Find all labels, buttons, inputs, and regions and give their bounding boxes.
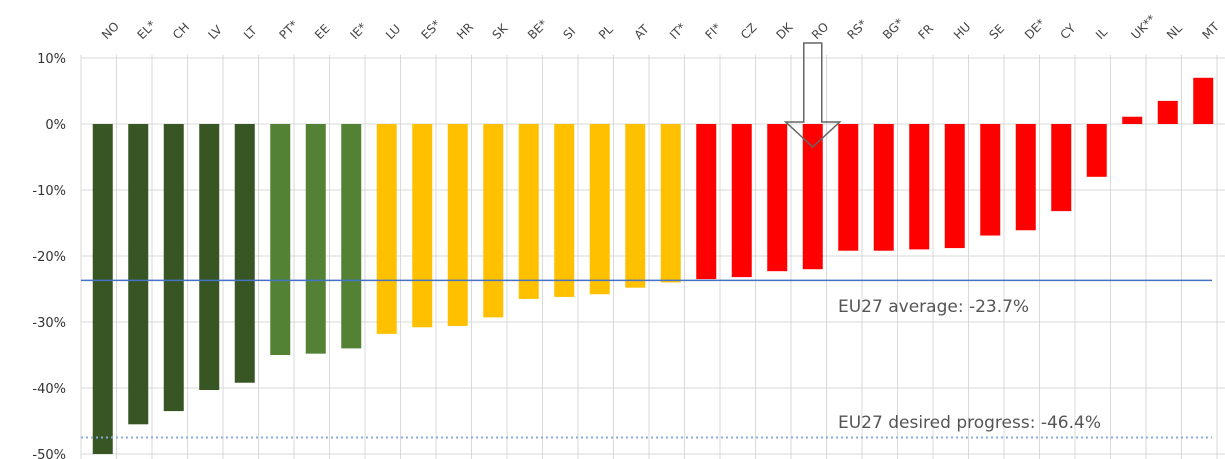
y-tick-label: 0%: [45, 118, 66, 133]
x-tick-label: DK: [773, 19, 796, 42]
bar: [341, 124, 362, 349]
bar: [625, 124, 646, 288]
bar: [199, 124, 220, 390]
bar: [234, 124, 255, 383]
bar: [1015, 124, 1036, 231]
bar: [1157, 100, 1178, 124]
x-tick-label: SI: [560, 24, 578, 42]
x-tick-label: FR: [915, 21, 936, 42]
x-tick-label: MT: [1199, 19, 1222, 42]
bar: [376, 124, 397, 334]
x-tick-label: BG*: [880, 16, 906, 42]
reference-lines: [81, 279, 1212, 439]
x-tick-label: IT*: [667, 20, 689, 42]
x-tick-label: CH: [170, 20, 192, 42]
x-tick-label: PL: [596, 22, 616, 42]
x-tick-label: EE: [312, 21, 333, 42]
x-tick-label: RO: [809, 20, 831, 42]
bar: [163, 124, 184, 412]
y-axis-ticks: 10% 0% -10% -20% -30% -40% -50%: [32, 52, 66, 459]
x-tick-label: LU: [383, 22, 403, 42]
reference-line-label: EU27 average: -23.7%: [838, 297, 1029, 317]
x-tick-label: HU: [951, 20, 973, 42]
bar: [873, 124, 894, 251]
x-tick-label: RS*: [844, 17, 869, 42]
x-tick-label: CY: [1057, 21, 1078, 42]
bar: [944, 124, 965, 249]
bar: [447, 124, 468, 326]
x-tick-label: IE*: [347, 20, 369, 42]
bar: [1193, 77, 1214, 124]
bar: [660, 124, 681, 283]
bar: [1122, 116, 1143, 124]
x-tick-label: PT*: [276, 18, 300, 42]
x-tick-label: LV: [205, 22, 225, 42]
x-tick-label: SK: [489, 20, 511, 42]
x-tick-label: UK**: [1128, 12, 1158, 42]
down-arrow-icon-shape: [783, 42, 842, 149]
y-tick-label: -20%: [32, 250, 66, 265]
x-tick-label: HR: [454, 20, 476, 42]
x-tick-label: BE*: [525, 17, 550, 42]
bar: [305, 124, 326, 354]
bar: [1086, 124, 1107, 177]
bar: [802, 124, 823, 270]
x-tick-label: ES*: [418, 17, 443, 42]
x-tick-label: SE: [986, 21, 1007, 42]
down-arrow-icon: [783, 42, 842, 149]
bar: [412, 124, 433, 328]
x-tick-label: FI*: [702, 21, 724, 43]
chart-bars: [92, 77, 1214, 454]
bar: [731, 124, 752, 278]
bar: [767, 124, 788, 272]
bar: [92, 124, 113, 454]
bar: [838, 124, 859, 251]
x-tick-label: DE*: [1022, 16, 1048, 42]
annotations: EU27 average: -23.7% EU27 desired progres…: [838, 297, 1101, 433]
x-tick-label: NO: [99, 19, 122, 42]
bar: [909, 124, 930, 250]
y-tick-label: 10%: [37, 52, 66, 67]
bar: [483, 124, 504, 318]
y-tick-label: -10%: [32, 184, 66, 199]
x-tick-label: LT: [241, 23, 260, 42]
bar: [270, 124, 291, 355]
bar: [980, 124, 1001, 236]
bar: [128, 124, 149, 425]
bar: [554, 124, 575, 297]
chart-grid: [80, 54, 1225, 459]
x-tick-label: NL: [1164, 21, 1185, 42]
x-tick-label: AT: [631, 21, 652, 42]
bar: [696, 124, 717, 280]
y-tick-label: -40%: [32, 382, 66, 397]
reference-line-label: EU27 desired progress: -46.4%: [838, 413, 1101, 433]
y-tick-label: -30%: [32, 316, 66, 331]
x-tick-label: CZ: [738, 20, 760, 42]
bar: [518, 124, 539, 299]
bar: [1051, 124, 1072, 212]
y-tick-label: -50%: [32, 448, 66, 459]
x-axis-ticks: NO EL* CH LV LT PT* EE IE* LU ES* HR SK BE* SI PL AT IT*…: [99, 12, 1222, 42]
x-tick-label: IL: [1093, 25, 1110, 42]
x-tick-label: EL*: [134, 18, 158, 42]
bar: [589, 124, 610, 295]
